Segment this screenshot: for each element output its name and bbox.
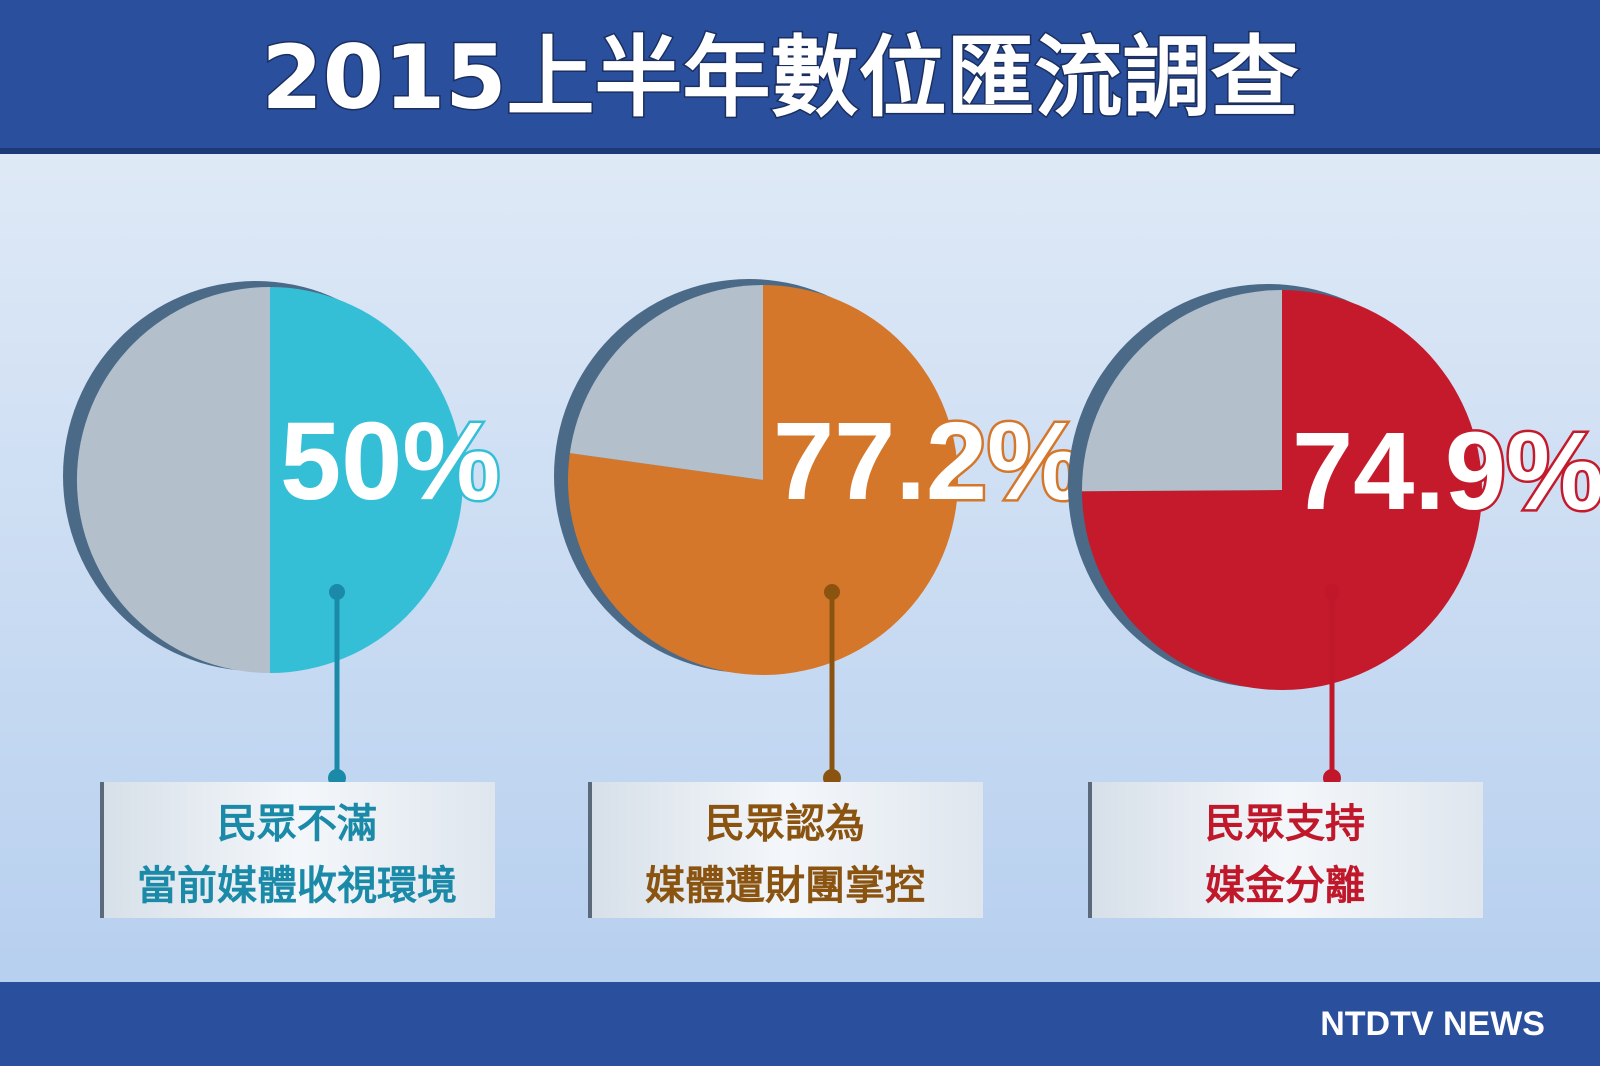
caption-box	[588, 782, 983, 918]
caption: 民眾支持	[1205, 801, 1365, 847]
pie-remainder	[569, 285, 763, 480]
value-label: 74.9%	[1292, 410, 1600, 533]
caption-box-edge	[1088, 782, 1092, 918]
pie-slice	[1082, 290, 1482, 690]
caption: 媒體遭財團掌控	[645, 863, 925, 909]
caption: 媒金分離	[1205, 863, 1365, 909]
pie-remainder	[1082, 290, 1282, 492]
footer: NTDTV NEWS	[1320, 1005, 1545, 1043]
title: 2015上半年數位匯流調查	[262, 26, 1299, 129]
title-bar-edge	[0, 148, 1600, 154]
connector-dot	[824, 584, 840, 600]
caption-box	[1088, 782, 1483, 918]
connector-dot	[1324, 584, 1340, 600]
caption: 民眾認為	[705, 801, 865, 847]
footer-bar	[0, 982, 1600, 1066]
caption: 民眾不滿	[217, 801, 377, 847]
pie-remainder	[76, 286, 270, 674]
caption-box-edge	[588, 782, 592, 918]
pie-slice	[568, 285, 959, 675]
value-label: 77.2%	[773, 400, 1085, 523]
caption-box-edge	[100, 782, 104, 918]
pie-slice	[270, 287, 463, 673]
caption: 當前媒體收視環境	[137, 863, 457, 909]
value-label: 50%	[280, 400, 500, 523]
caption-box	[100, 782, 495, 918]
connector-dot	[329, 584, 345, 600]
title-bar	[0, 0, 1600, 150]
